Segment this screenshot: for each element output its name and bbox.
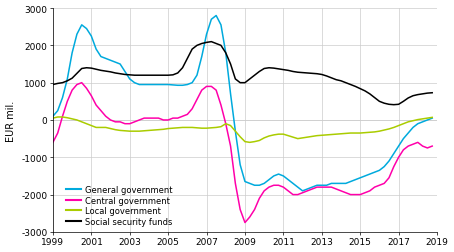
Legend: General government, Central government, Local government, Social security funds: General government, Central government, … [65, 184, 174, 228]
Y-axis label: EUR mil.: EUR mil. [5, 100, 15, 141]
